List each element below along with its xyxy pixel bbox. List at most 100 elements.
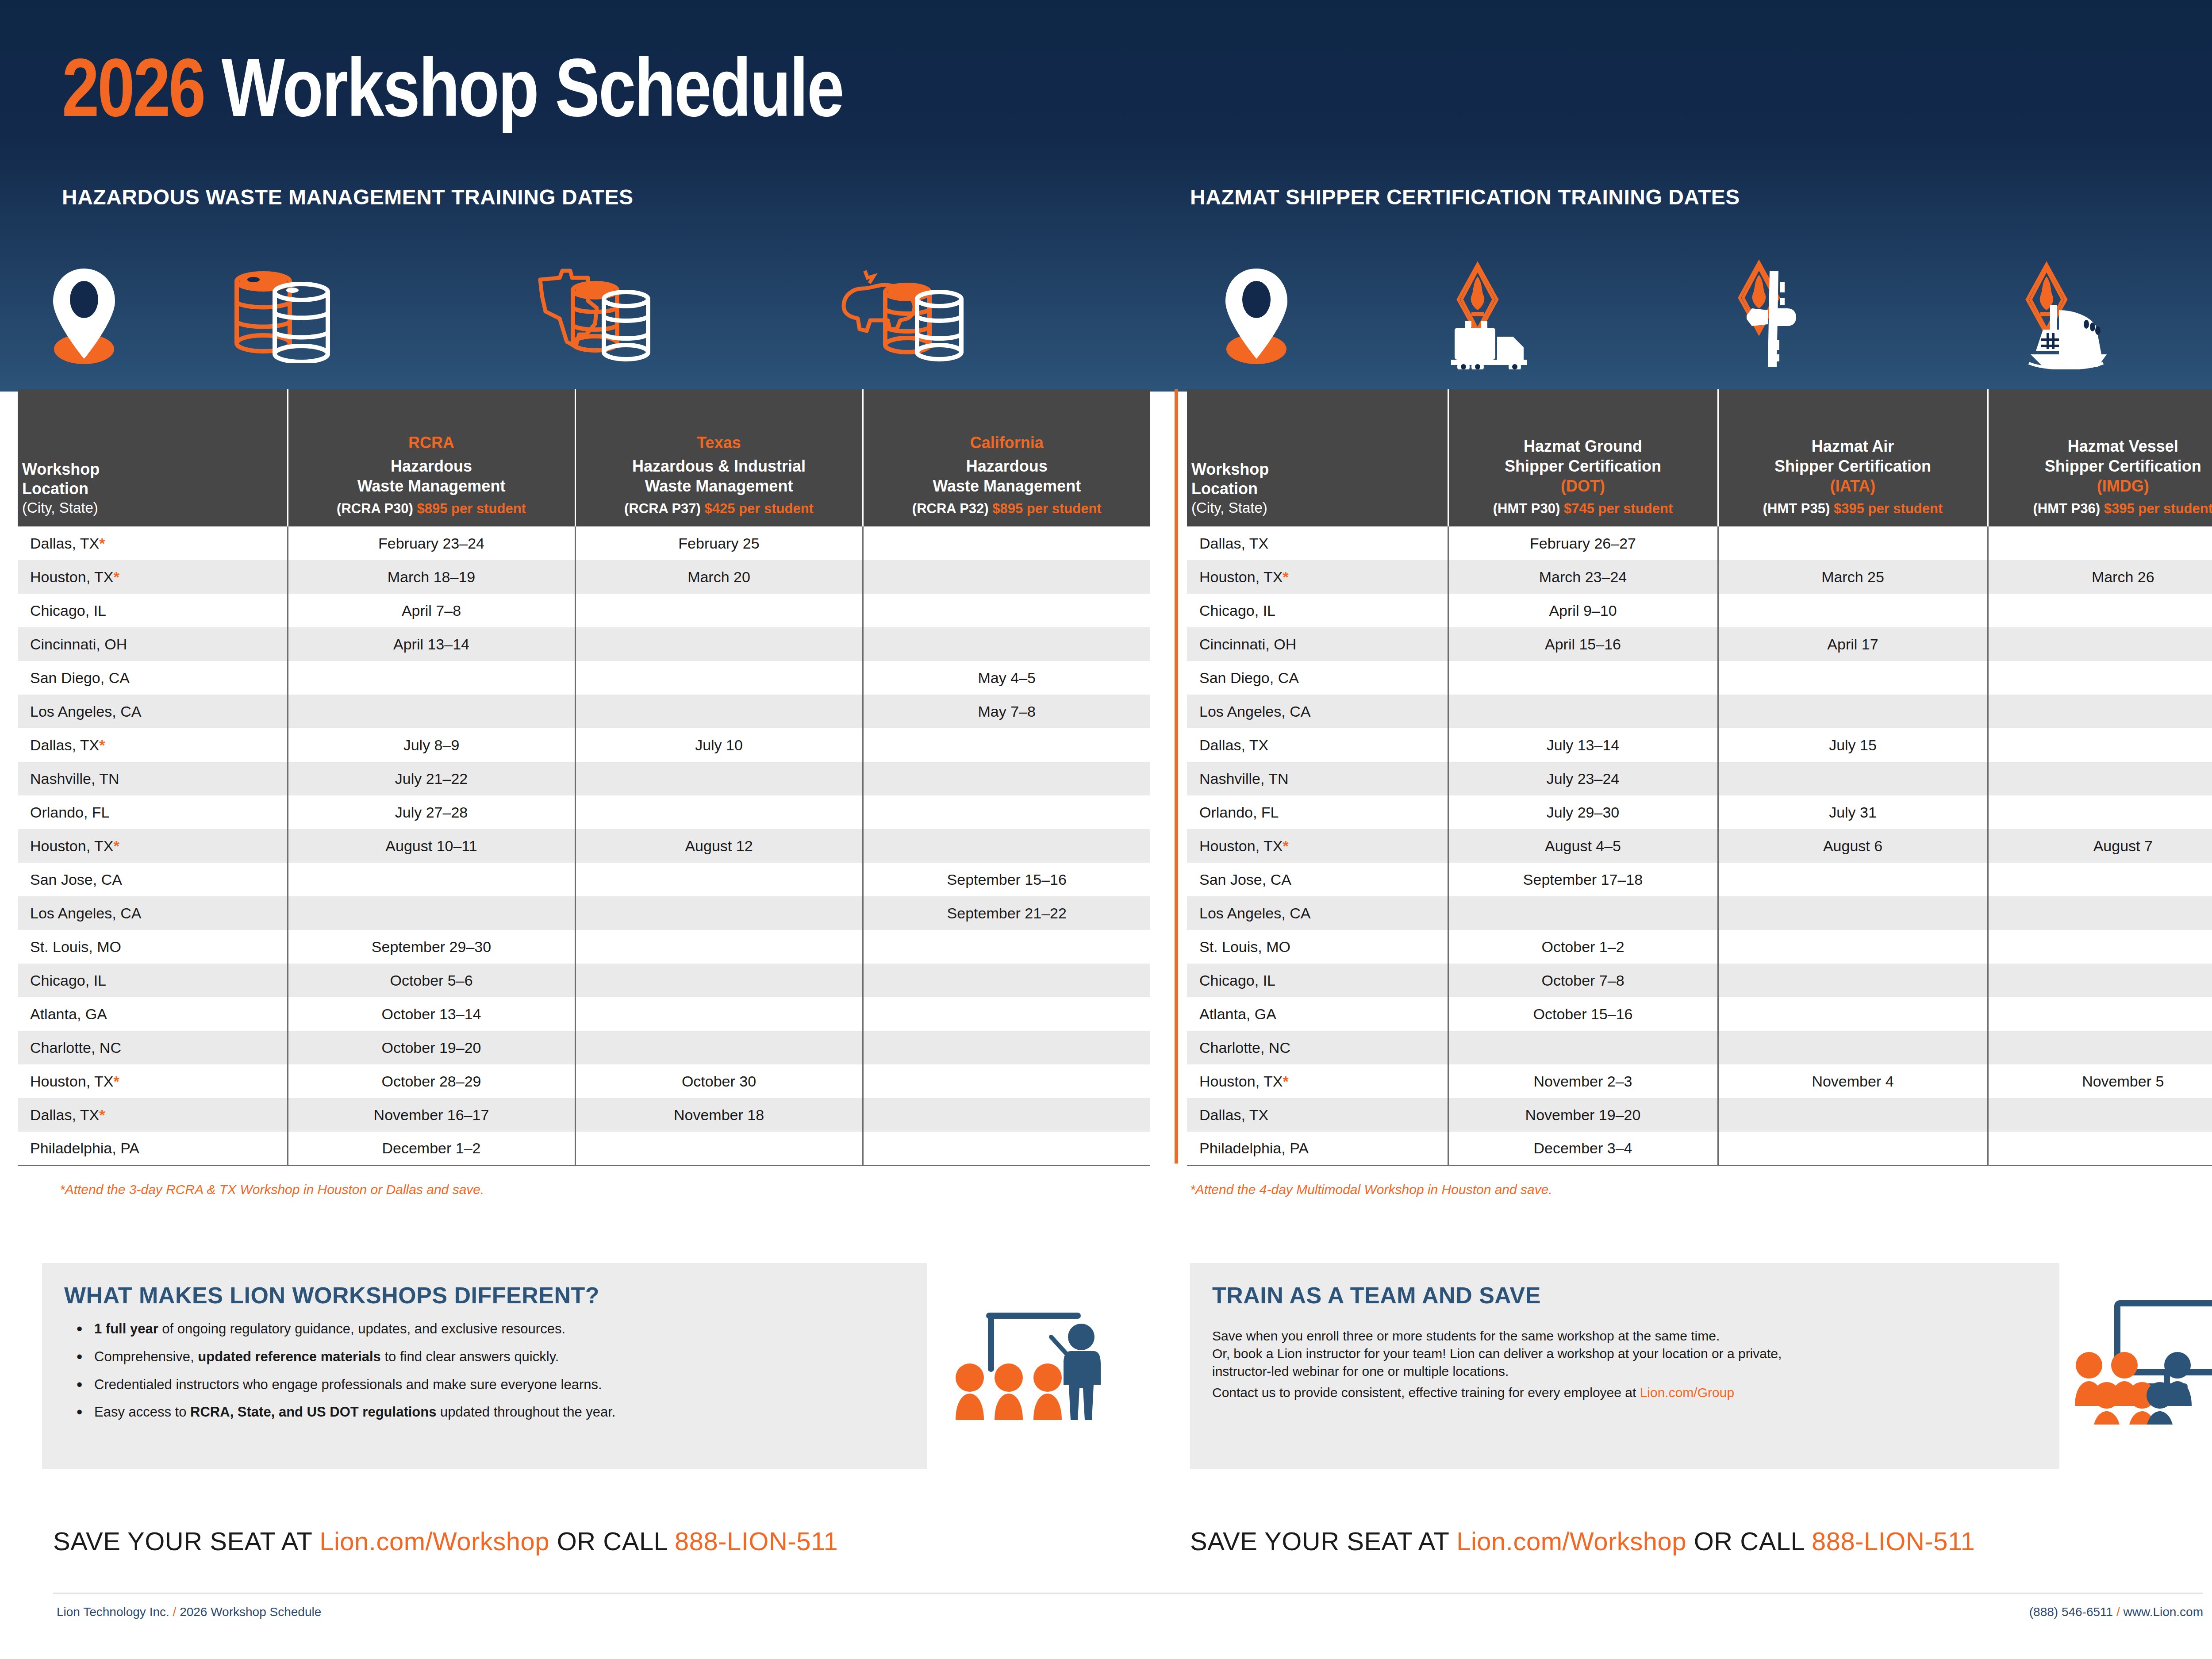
cta-phone[interactable]: 888-LION-511 [1812,1527,1975,1555]
table-row: Nashville, TNJuly 23–24 [1187,762,2212,795]
cell-california-date [863,1064,1150,1098]
cta-right: SAVE YOUR SEAT AT Lion.com/Workshop OR C… [1190,1526,1975,1556]
cta-site-link[interactable]: Lion.com/Workshop [1456,1527,1686,1555]
header-line-1: Workshop [22,460,283,479]
course-name-2: Shipper Certification [1453,456,1713,476]
cell-ground-date: February 26–27 [1448,526,1718,560]
cell-air-date: August 6 [1718,829,1988,863]
cell-texas-date [575,964,863,997]
benefit-emphasis: RCRA, State, and US DOT regulations [190,1404,436,1420]
table-row: Philadelphia, PADecember 1–2 [18,1132,1150,1165]
cell-location: St. Louis, MO [18,930,288,964]
cell-location: San Diego, CA [18,661,288,695]
cell-location: Dallas, TX [1187,728,1448,762]
cell-rcra-date: July 21–22 [288,762,575,795]
cell-air-date: March 25 [1718,560,1988,594]
cell-california-date: September 15–16 [863,863,1150,896]
table-row: Orlando, FLJuly 29–30July 31 [1187,795,2212,829]
footer-phone[interactable]: (888) 546-6511 [2029,1605,2113,1619]
column-header-texas: Texas Hazardous & Industrial Waste Manag… [575,389,863,526]
course-name-2: Waste Management [580,476,858,496]
table-row: Chicago, ILApril 9–10 [1187,594,2212,627]
course-price: $395 per student [1834,501,1943,516]
footer-website[interactable]: www.Lion.com [2123,1605,2203,1619]
footer-right: (888) 546-6511 / www.Lion.com [2029,1605,2203,1619]
header-line-3: (City, State) [22,499,283,518]
cell-california-date [863,997,1150,1031]
cell-air-date: July 31 [1718,795,1988,829]
cell-texas-date [575,661,863,695]
panel-right-title: TRAIN AS A TEAM AND SAVE [1212,1282,1541,1309]
benefit-lead: Credentialed instructors who engage prof… [94,1377,602,1392]
cell-rcra-date: February 23–24 [288,526,575,560]
cell-location: Atlanta, GA [18,997,288,1031]
cell-air-date [1718,1031,1988,1064]
team-contact-paragraph: Contact us to provide consistent, effect… [1212,1384,2053,1402]
cell-ground-date [1448,695,1718,728]
cell-texas-date: August 12 [575,829,863,863]
cta-prefix: SAVE YOUR SEAT AT [1190,1527,1456,1555]
cell-texas-date [575,795,863,829]
cell-air-date [1718,695,1988,728]
cell-rcra-date [288,661,575,695]
table-row: Dallas, TXNovember 19–20 [1187,1098,2212,1132]
hazmat-ground-truck-icon [1438,248,1571,380]
cell-ground-date [1448,896,1718,930]
cell-location: Philadelphia, PA [1187,1132,1448,1165]
cell-air-date [1718,661,1988,695]
cell-ground-date: November 19–20 [1448,1098,1718,1132]
table-row: San Jose, CASeptember 17–18 [1187,863,2212,896]
footer-doc-name: 2026 Workshop Schedule [180,1605,321,1619]
cell-california-date: September 21–22 [863,896,1150,930]
benefit-item: Comprehensive, updated reference materia… [73,1348,852,1366]
course-name-2: Shipper Certification [1993,456,2212,476]
section-kicker-hazwaste: HAZARDOUS WASTE MANAGEMENT TRAINING DATE… [62,185,634,209]
cell-texas-date [575,1132,863,1165]
table-row: St. Louis, MOSeptember 29–30 [18,930,1150,964]
cell-rcra-date: April 13–14 [288,627,575,661]
cell-rcra-date: December 1–2 [288,1132,575,1165]
cell-california-date [863,930,1150,964]
table-row: Philadelphia, PADecember 3–4 [1187,1132,2212,1165]
cell-location: St. Louis, MO [1187,930,1448,964]
cell-vessel-date: March 26 [1988,560,2212,594]
cell-location: Dallas, TX* [18,728,288,762]
table-row: Atlanta, GAOctober 15–16 [1187,997,2212,1031]
course-name-1: Hazardous & Industrial [580,456,858,476]
cell-texas-date [575,997,863,1031]
group-link[interactable]: Lion.com/Group [1640,1385,1734,1400]
course-name-1: Hazmat Ground [1453,436,1713,456]
cta-middle: OR CALL [1686,1527,1812,1555]
cell-location: Nashville, TN [1187,762,1448,795]
cell-location: Charlotte, NC [18,1031,288,1064]
cta-phone[interactable]: 888-LION-511 [675,1527,838,1555]
cell-rcra-date: October 19–20 [288,1031,575,1064]
cell-air-date: April 17 [1718,627,1988,661]
cell-ground-date: July 23–24 [1448,762,1718,795]
cell-california-date: May 4–5 [863,661,1150,695]
cell-location: Los Angeles, CA [18,896,288,930]
footer-divider [53,1593,2203,1594]
benefit-item: Easy access to RCRA, State, and US DOT r… [73,1404,852,1421]
cell-ground-date: August 4–5 [1448,829,1718,863]
table-row: Dallas, TX*November 16–17November 18 [18,1098,1150,1132]
table-row: Cincinnati, OHApril 15–16April 17 [1187,627,2212,661]
table-row: Houston, TX*March 23–24March 25March 26 [1187,560,2212,594]
course-name-2: Waste Management [293,476,570,496]
cell-rcra-date [288,863,575,896]
cell-location: Orlando, FL [1187,795,1448,829]
combo-star-marker: * [99,535,105,552]
cell-rcra-date: July 8–9 [288,728,575,762]
course-state: California [868,433,1146,453]
cta-site-link[interactable]: Lion.com/Workshop [319,1527,549,1555]
course-code: (HMT P30) [1493,501,1560,516]
course-agency: (IATA) [1723,476,1983,496]
cell-vessel-date [1988,863,2212,896]
cta-prefix: SAVE YOUR SEAT AT [53,1527,319,1555]
course-agency: (IMDG) [1993,476,2212,496]
cell-location: Houston, TX* [18,560,288,594]
table-row: Houston, TX*August 10–11August 12 [18,829,1150,863]
course-price: $745 per student [1564,501,1673,516]
header-line-3: (City, State) [1191,499,1443,518]
table-body: Dallas, TX*February 23–24February 25Hous… [18,526,1150,1165]
